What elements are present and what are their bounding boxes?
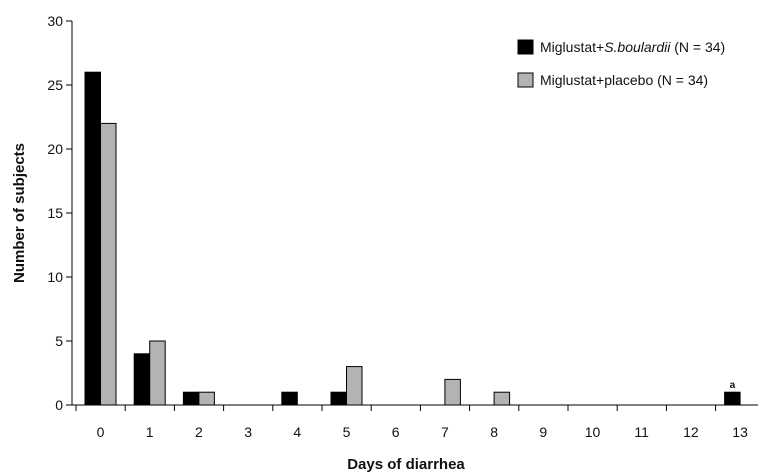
x-tick-label: 13 <box>732 424 748 440</box>
x-tick-label: 4 <box>293 424 301 440</box>
y-axis: 0 5 10 15 20 25 30 <box>47 13 73 413</box>
legend-item-s-boulardii: Miglustat+S.boulardii (N = 34) <box>517 39 725 55</box>
x-tick-label: 11 <box>634 424 649 440</box>
x-tick-label: 9 <box>539 424 547 440</box>
legend: Miglustat+S.boulardii (N = 34) Miglustat… <box>517 39 725 88</box>
x-tick-label: 12 <box>683 424 699 440</box>
legend-swatch-placebo <box>517 72 534 88</box>
x-tick-label: 1 <box>146 424 154 440</box>
annotation-label: a <box>730 380 736 391</box>
y-tick-label: 25 <box>47 77 63 93</box>
x-tick-label: 7 <box>441 424 449 440</box>
bar-series-0-0 <box>84 71 101 406</box>
annotations: a <box>730 380 736 391</box>
bar-series-0-4 <box>281 391 298 406</box>
x-tick-label: 6 <box>392 424 400 440</box>
bar-series-1-7 <box>444 378 461 406</box>
y-tick-label: 20 <box>47 141 63 157</box>
y-tick-label: 0 <box>55 397 63 413</box>
y-tick-label: 5 <box>55 333 63 349</box>
legend-label-part: Miglustat+ <box>540 39 604 55</box>
legend-label-count: (N = 34) <box>670 39 725 55</box>
legend-label-placebo: Miglustat+placebo (N = 34) <box>540 72 708 88</box>
x-axis-title: Days of diarrhea <box>347 456 465 473</box>
x-axis: 0 1 2 3 4 5 6 7 8 9 10 11 12 13 <box>72 404 758 440</box>
legend-swatch-s-boulardii <box>517 39 534 55</box>
x-tick-label: 0 <box>97 424 105 440</box>
y-axis-title: Number of subjects <box>11 143 28 283</box>
bar-series-0-1 <box>133 353 151 406</box>
legend-item-placebo: Miglustat+placebo (N = 34) <box>517 72 708 88</box>
y-tick-label: 10 <box>47 269 63 285</box>
x-tick-label: 5 <box>343 424 351 440</box>
bar-series-1-1 <box>149 340 166 406</box>
bar-series-1-8 <box>493 391 511 406</box>
legend-label-species: S.boulardii <box>604 39 671 55</box>
bar-series-1-0 <box>100 122 117 406</box>
legend-label-s-boulardii: Miglustat+S.boulardii (N = 34) <box>540 39 725 55</box>
x-tick-label: 10 <box>585 424 601 440</box>
x-tick-label: 2 <box>195 424 203 440</box>
bar-series-0-5 <box>330 391 347 406</box>
y-tick-label: 15 <box>47 205 63 221</box>
bars <box>84 71 741 406</box>
y-tick-label: 30 <box>47 13 63 29</box>
x-tick-label: 3 <box>244 424 252 440</box>
bar-series-0-13 <box>724 391 741 406</box>
bar-series-0-2 <box>182 391 200 406</box>
bar-series-1-5 <box>346 366 363 406</box>
x-tick-label: 8 <box>490 424 498 440</box>
bar-series-1-2 <box>198 391 215 406</box>
